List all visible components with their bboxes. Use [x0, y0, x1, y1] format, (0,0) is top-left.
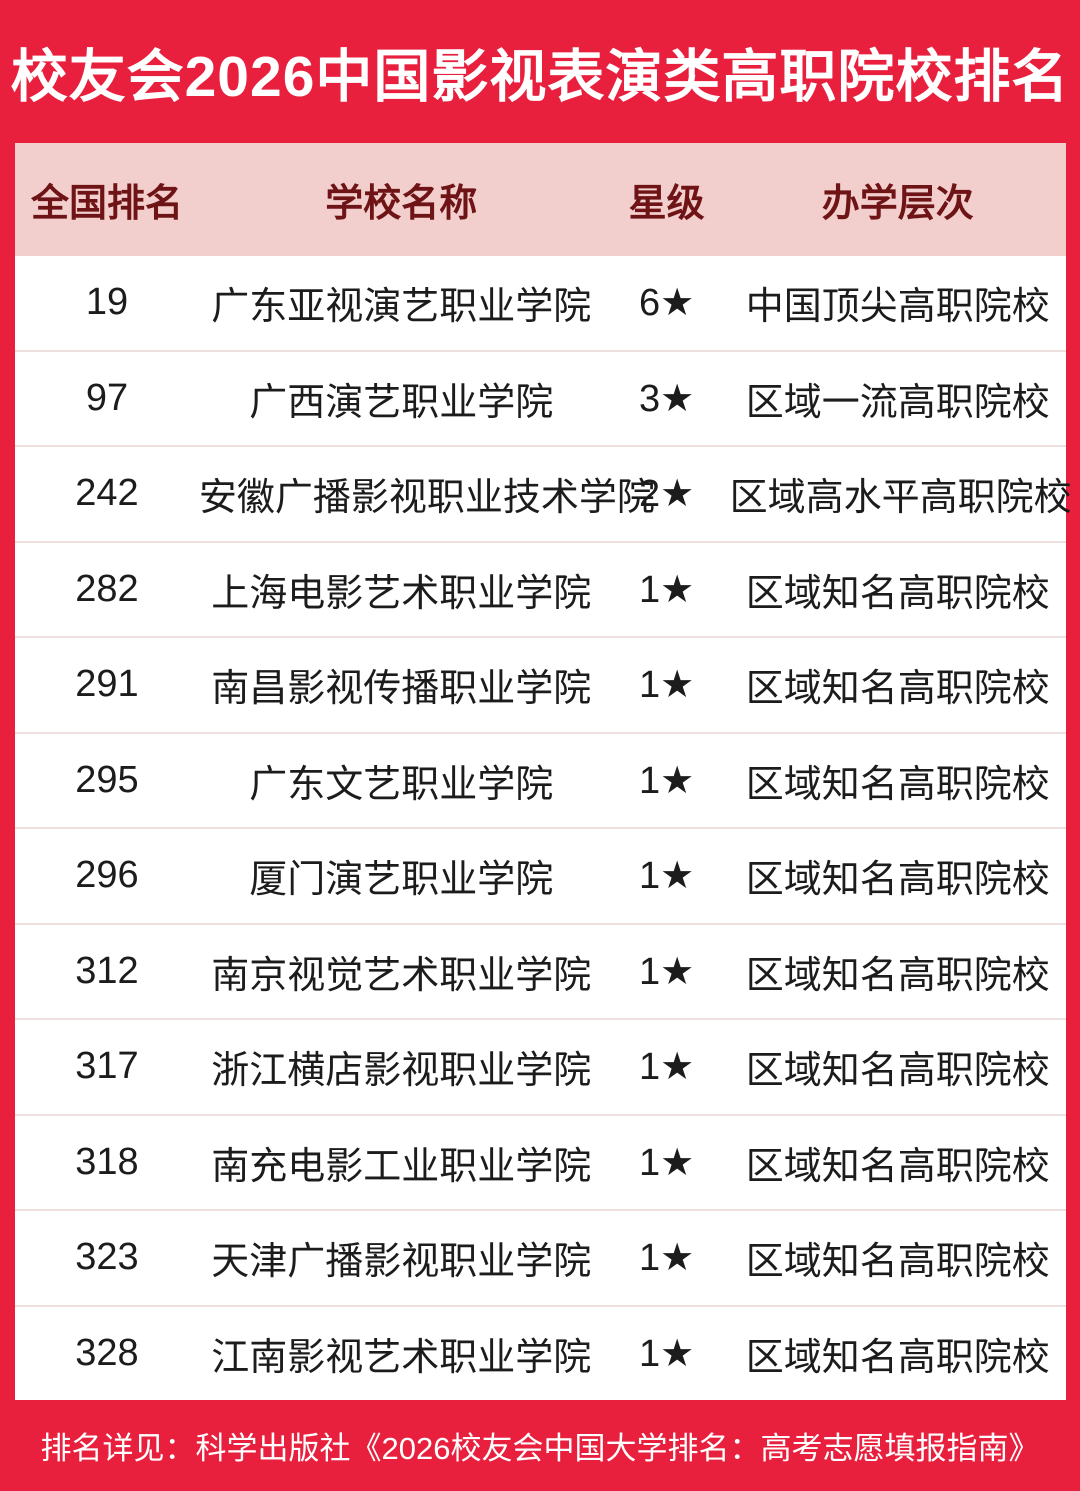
footer-banner: 排名详见：科学出版社《2026校友会中国大学排名：高考志愿填报指南》 [0, 1400, 1080, 1491]
school-name-cell: 广西演艺职业学院 [249, 381, 554, 424]
rank-cell: 282 [75, 567, 139, 610]
rank-cell: 97 [85, 376, 129, 419]
level-cell: 区域知名高职院校 [745, 1336, 1050, 1379]
star-rating-cell: 3★ [639, 377, 695, 420]
star-rating-cell: 1★ [639, 664, 695, 707]
column-header-stars: 星级 [628, 183, 705, 225]
table-row: 242 安徽广播影视职业技术学院 2★ 区域高水平高职院校 [15, 445, 1072, 541]
rank-cell: 296 [75, 854, 139, 897]
table-row: 323 天津广播影视职业学院 1★ 区域知名高职院校 [15, 1209, 1066, 1305]
level-cell: 区域知名高职院校 [745, 763, 1050, 806]
star-rating-cell: 2★ [639, 473, 695, 516]
level-cell: 区域知名高职院校 [745, 954, 1050, 997]
rank-cell: 19 [85, 281, 129, 324]
school-name-cell: 安徽广播影视职业技术学院 [198, 477, 655, 520]
table-row: 317 浙江横店影视职业学院 1★ 区域知名高职院校 [15, 1018, 1066, 1114]
star-rating-cell: 1★ [639, 950, 695, 993]
table-row: 295 广东文艺职业学院 1★ 区域知名高职院校 [15, 731, 1066, 828]
rank-cell: 312 [75, 949, 139, 992]
star-rating-cell: 6★ [639, 282, 695, 325]
table-row: 318 南充电影工业职业学院 1★ 区域知名高职院校 [15, 1113, 1066, 1210]
level-cell: 区域知名高职院校 [745, 1050, 1050, 1093]
rank-cell: 291 [75, 663, 139, 706]
table-row: 97 广西演艺职业学院 3★ 区域一流高职院校 [15, 349, 1066, 446]
table-header-row: 全国排名 学校名称 星级 办学层次 [15, 143, 1066, 256]
column-header-level: 办学层次 [821, 183, 974, 225]
title-banner: 校友会2026中国影视表演类高职院校排名 [0, 0, 1080, 143]
level-cell: 区域一流高职院校 [745, 381, 1050, 424]
rank-cell: 328 [75, 1331, 139, 1374]
table-row: 19 广东亚视演艺职业学院 6★ 中国顶尖高职院校 [15, 256, 1066, 350]
school-name-cell: 厦门演艺职业学院 [249, 859, 554, 902]
school-name-cell: 上海电影艺术职业学院 [211, 572, 592, 615]
table-row: 312 南京视觉艺术职业学院 1★ 区域知名高职院校 [15, 922, 1066, 1019]
star-rating-cell: 1★ [639, 1141, 695, 1184]
school-name-cell: 南昌影视传播职业学院 [211, 668, 592, 711]
level-cell: 区域高水平高职院校 [729, 477, 1072, 520]
footer-note: 排名详见：科学出版社《2026校友会中国大学排名：高考志愿填报指南》 [40, 1431, 1040, 1466]
school-name-cell: 广东文艺职业学院 [249, 763, 554, 806]
star-rating-cell: 1★ [639, 568, 695, 611]
table-row: 328 江南影视艺术职业学院 1★ 区域知名高职院校 [15, 1304, 1066, 1401]
star-rating-cell: 1★ [639, 1237, 695, 1280]
school-name-cell: 浙江横店影视职业学院 [211, 1050, 592, 1093]
rank-cell: 317 [75, 1045, 139, 1088]
rank-cell: 295 [75, 758, 139, 801]
school-name-cell: 天津广播影视职业学院 [211, 1241, 592, 1284]
table-row: 296 厦门演艺职业学院 1★ 区域知名高职院校 [15, 827, 1066, 923]
star-rating-cell: 1★ [639, 1332, 695, 1375]
star-rating-cell: 1★ [639, 1046, 695, 1089]
level-cell: 区域知名高职院校 [745, 1241, 1050, 1284]
table-row: 282 上海电影艺术职业学院 1★ 区域知名高职院校 [15, 540, 1066, 637]
level-cell: 中国顶尖高职院校 [745, 286, 1050, 329]
page-title: 校友会2026中国影视表演类高职院校排名 [10, 44, 1070, 109]
ranking-table-body: 19 广东亚视演艺职业学院 6★ 中国顶尖高职院校 97 广西演艺职业学院 3★… [15, 256, 1072, 1401]
rank-cell: 318 [75, 1140, 139, 1183]
table-row: 291 南昌影视传播职业学院 1★ 区域知名高职院校 [15, 636, 1066, 732]
star-rating-cell: 1★ [639, 759, 695, 802]
column-header-school: 学校名称 [325, 183, 478, 225]
level-cell: 区域知名高职院校 [745, 859, 1050, 902]
school-name-cell: 江南影视艺术职业学院 [211, 1336, 592, 1379]
level-cell: 区域知名高职院校 [745, 572, 1050, 615]
school-name-cell: 广东亚视演艺职业学院 [211, 286, 592, 329]
star-rating-cell: 1★ [639, 855, 695, 898]
school-name-cell: 南京视觉艺术职业学院 [211, 954, 592, 997]
rank-cell: 242 [75, 472, 139, 515]
level-cell: 区域知名高职院校 [745, 668, 1050, 711]
level-cell: 区域知名高职院校 [745, 1145, 1050, 1188]
rank-cell: 323 [75, 1236, 139, 1279]
school-name-cell: 南充电影工业职业学院 [211, 1145, 592, 1188]
column-header-rank: 全国排名 [30, 183, 183, 225]
